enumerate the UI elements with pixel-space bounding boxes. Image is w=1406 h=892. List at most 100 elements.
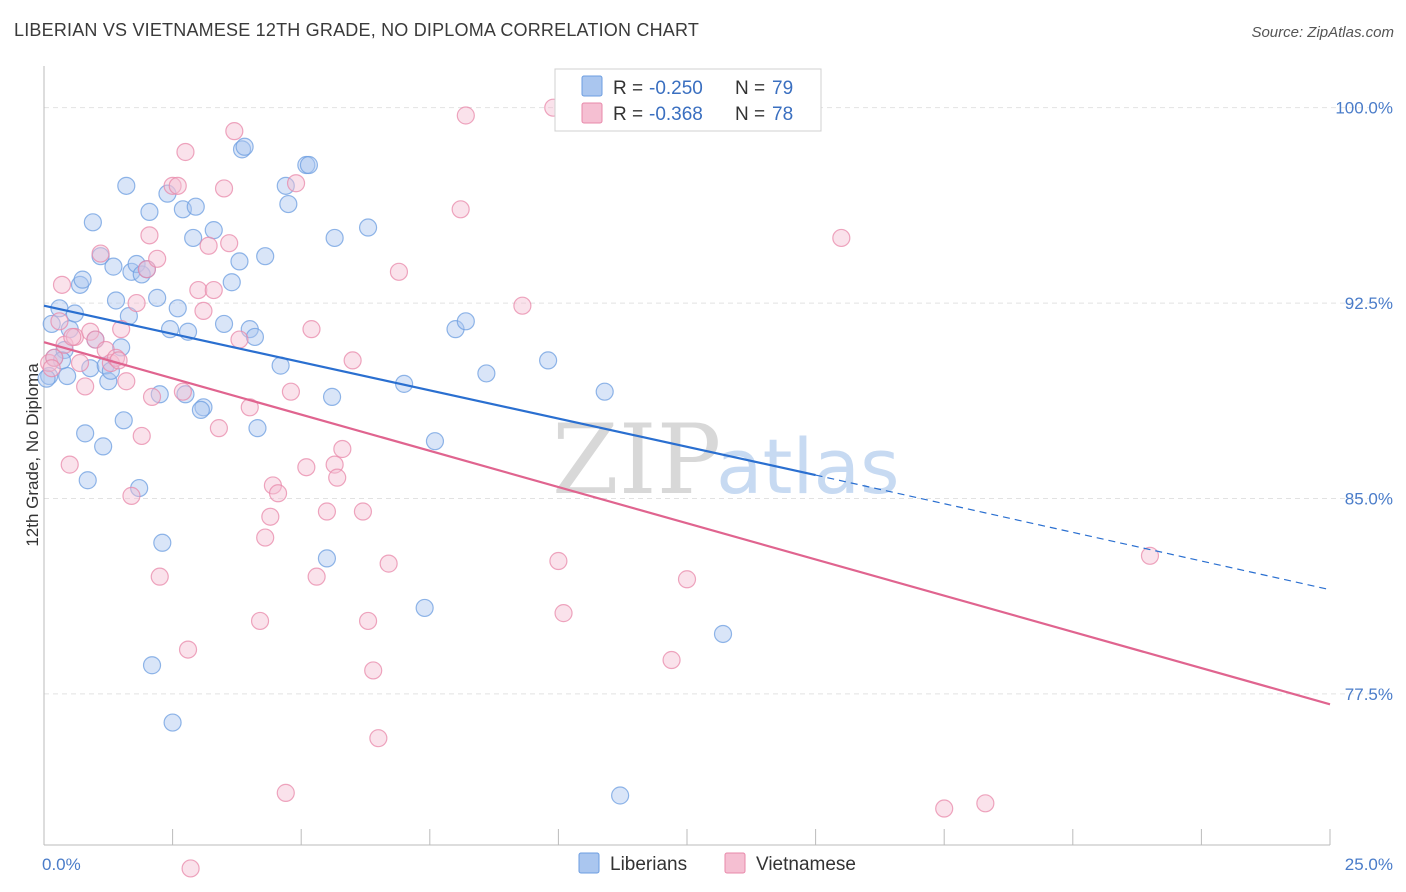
point-vietnamese (297, 458, 316, 477)
bottom-legend-label-liberians: Liberians (610, 854, 687, 875)
bottom-legend-swatch-vietnamese (724, 852, 746, 874)
trend-extension-liberians (815, 474, 1331, 591)
point-liberians (127, 254, 146, 274)
point-liberians (94, 437, 113, 456)
point-liberians (132, 265, 151, 284)
point-liberians (176, 385, 195, 404)
point-liberians (83, 213, 102, 232)
x-tick-labels: 0.0% 25.0% (42, 855, 1393, 874)
point-vietnamese (451, 200, 470, 219)
bottom-legend-swatch-liberians (578, 852, 600, 874)
point-vietnamese (554, 604, 573, 623)
y-axis-label: 12th Grade, No Diploma (23, 363, 42, 547)
point-vietnamese (353, 502, 373, 521)
point-liberians (232, 140, 252, 159)
point-vietnamese (343, 351, 362, 370)
point-vietnamese (220, 234, 239, 253)
point-liberians (595, 382, 614, 401)
point-vietnamese (364, 661, 383, 680)
legend-n-label-liberians: N = (735, 78, 765, 99)
point-liberians (76, 424, 95, 443)
y-tick-label: 77.5% (1345, 685, 1393, 704)
point-liberians (713, 624, 733, 644)
point-vietnamese (132, 426, 151, 446)
y-tick-label: 85.0% (1345, 489, 1393, 508)
point-vietnamese (261, 507, 280, 526)
point-vietnamese (389, 262, 409, 281)
point-liberians (230, 252, 249, 271)
point-vietnamese (230, 330, 249, 349)
point-vietnamese (178, 640, 198, 659)
point-vietnamese (148, 249, 167, 268)
point-vietnamese (256, 528, 275, 547)
point-vietnamese (142, 387, 162, 406)
point-vietnamese (117, 372, 136, 391)
point-vietnamese (189, 280, 208, 300)
y-tick-labels: 100.0% 92.5% 85.0% 77.5% (1335, 99, 1393, 704)
point-vietnamese (91, 244, 110, 263)
point-liberians (358, 218, 378, 237)
point-vietnamese (379, 554, 398, 573)
point-vietnamese (63, 327, 82, 347)
y-tick-label: 100.0% (1335, 99, 1393, 118)
point-liberians (222, 273, 241, 292)
point-vietnamese (40, 353, 59, 373)
point-liberians (325, 228, 344, 248)
point-liberians (104, 257, 123, 276)
point-liberians (186, 197, 205, 216)
point-vietnamese (935, 799, 954, 818)
point-liberians (539, 351, 558, 370)
point-vietnamese (70, 353, 90, 373)
point-vietnamese (140, 226, 159, 245)
point-liberians (279, 194, 298, 214)
x-tick-label: 25.0% (1345, 855, 1393, 874)
legend-n-value-liberians: 79 (772, 78, 793, 99)
point-vietnamese (662, 650, 681, 670)
point-vietnamese (122, 486, 141, 505)
legend-r-label-vietnamese: R = (613, 104, 643, 125)
point-vietnamese (163, 176, 182, 195)
point-vietnamese (333, 439, 352, 459)
legend-r-value-vietnamese: -0.368 (649, 104, 703, 125)
point-liberians (114, 411, 133, 430)
point-vietnamese (1140, 546, 1160, 565)
point-liberians (191, 400, 210, 420)
point-vietnamese (369, 729, 388, 748)
trend-line-vietnamese (43, 341, 1331, 706)
point-vietnamese (176, 142, 195, 162)
point-liberians (81, 359, 100, 378)
point-vietnamese (214, 179, 234, 198)
point-vietnamese (181, 859, 200, 878)
point-liberians (140, 202, 159, 221)
point-vietnamese (549, 551, 568, 571)
point-liberians (276, 176, 295, 195)
points (37, 98, 1160, 878)
point-liberians (163, 713, 182, 732)
axes (43, 66, 1330, 846)
point-liberians (477, 364, 496, 383)
point-vietnamese (286, 174, 306, 193)
point-vietnamese (976, 794, 995, 813)
point-vietnamese (281, 382, 301, 401)
trend-line-liberians (43, 304, 816, 477)
point-liberians (58, 366, 77, 386)
legend-r-value-liberians: -0.250 (649, 78, 703, 99)
legend-n-label-vietnamese: N = (735, 104, 765, 125)
point-liberians (204, 221, 223, 240)
point-liberians (425, 432, 445, 451)
watermark-atlas: atlas (716, 422, 900, 511)
point-vietnamese (209, 419, 228, 438)
point-vietnamese (307, 567, 326, 586)
point-liberians (317, 549, 337, 568)
legend-n-value-vietnamese: 78 (772, 104, 793, 125)
watermark: ZIP atlas (552, 404, 900, 516)
point-vietnamese (173, 382, 192, 401)
point-liberians (184, 228, 203, 248)
point-liberians (248, 419, 267, 438)
legend-r-label-liberians: R = (613, 78, 643, 99)
point-liberians (117, 176, 136, 195)
chart-title: LIBERIAN VS VIETNAMESE 12TH GRADE, NO DI… (14, 20, 700, 40)
point-liberians (37, 369, 56, 388)
legend-swatch-liberians (581, 75, 603, 97)
